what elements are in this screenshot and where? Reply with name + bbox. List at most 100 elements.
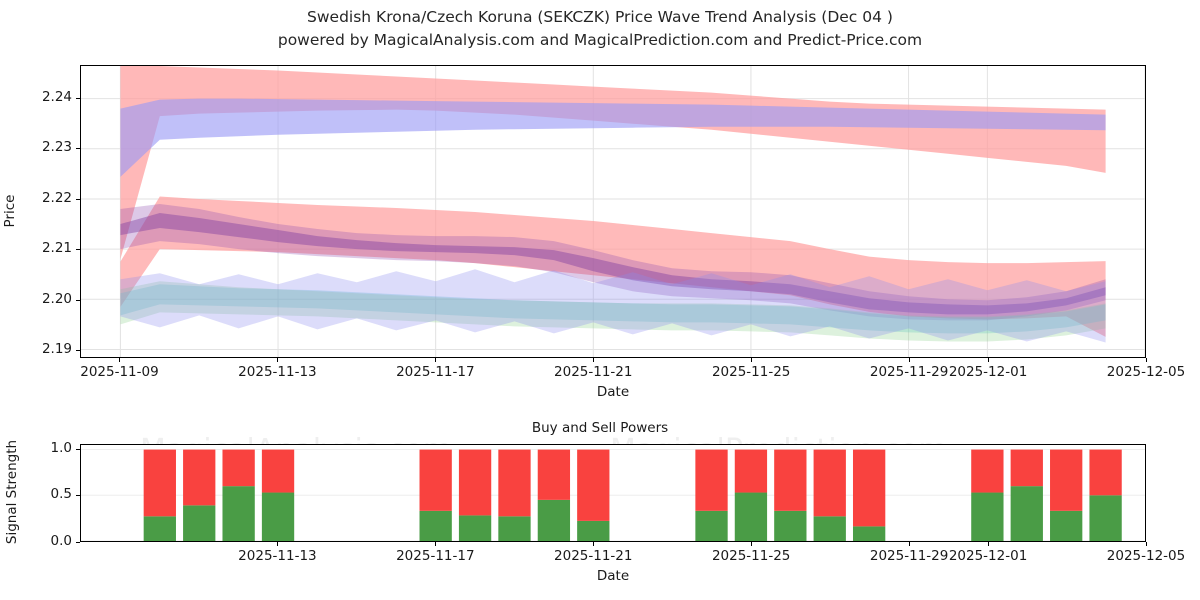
signal-bar[interactable]: [498, 449, 531, 541]
buy-power-segment[interactable]: [1050, 510, 1083, 541]
sell-power-segment[interactable]: [695, 449, 728, 511]
buy-power-segment[interactable]: [813, 516, 846, 541]
buy-power-segment[interactable]: [183, 505, 216, 541]
sell-power-segment[interactable]: [1010, 449, 1043, 487]
signal-x-tick-label: 2025-11-17: [396, 548, 475, 564]
sell-power-segment[interactable]: [458, 449, 492, 516]
signal-x-tick-label: 2025-12-01: [948, 548, 1028, 564]
price-x-axis-label: Date: [596, 384, 630, 400]
price-x-tick-label: 2025-11-29: [869, 364, 949, 380]
price-x-tick-mark: [751, 358, 753, 362]
price-x-tick-mark: [277, 358, 279, 362]
price-y-tick-label: 2.24: [41, 88, 72, 105]
signal-y-tick-mark: [76, 542, 80, 543]
signal-bar[interactable]: [695, 449, 728, 541]
signal-bar[interactable]: [419, 449, 452, 541]
buy-power-segment[interactable]: [222, 486, 255, 541]
buy-power-segment[interactable]: [1010, 486, 1043, 541]
signal-y-tick-label: 0.5: [50, 486, 72, 503]
price-wave-plot-area: [80, 65, 1146, 358]
buy-power-segment[interactable]: [498, 516, 531, 541]
buy-power-segment[interactable]: [734, 492, 768, 541]
signal-bar[interactable]: [1089, 449, 1122, 541]
buy-power-segment[interactable]: [971, 492, 1004, 541]
price-plot-clip: [81, 66, 1145, 357]
signal-y-tick-mark: [76, 495, 80, 497]
signal-bar[interactable]: [852, 449, 886, 541]
sell-power-segment[interactable]: [498, 449, 531, 517]
buy-power-segment[interactable]: [774, 510, 807, 541]
signal-x-tick-mark: [593, 542, 595, 546]
signal-bar[interactable]: [537, 449, 571, 541]
signal-x-tick-label: 2025-11-25: [711, 548, 791, 564]
price-x-tick-label: 2025-11-13: [238, 364, 317, 380]
price-x-tick-label: 2025-11-25: [711, 364, 791, 380]
signal-y-tick-label: 1.0: [50, 439, 72, 456]
sell-power-segment[interactable]: [183, 449, 216, 506]
signal-bar[interactable]: [577, 449, 610, 541]
signal-bar[interactable]: [261, 449, 295, 541]
signal-x-tick-mark: [988, 542, 990, 546]
price-y-tick-mark: [76, 249, 80, 251]
price-wave-bands: [81, 66, 1145, 357]
price-y-tick-mark: [76, 97, 80, 99]
sell-power-segment[interactable]: [971, 449, 1004, 493]
signal-x-tick-label: 2025-11-21: [554, 548, 633, 564]
sell-power-segment[interactable]: [813, 449, 846, 517]
signal-bar[interactable]: [458, 449, 492, 541]
signal-bar[interactable]: [774, 449, 807, 541]
buy-power-segment[interactable]: [537, 499, 571, 541]
sell-power-segment[interactable]: [852, 449, 886, 527]
price-y-tick-label: 2.21: [41, 240, 72, 257]
sell-power-segment[interactable]: [537, 449, 571, 500]
price-x-tick-mark: [988, 358, 990, 362]
price-y-tick-mark: [76, 299, 80, 301]
price-x-tick-mark: [435, 358, 437, 362]
buy-power-segment[interactable]: [852, 526, 886, 541]
signal-y-axis-label: Signal Strength: [4, 439, 20, 545]
buy-power-segment[interactable]: [577, 520, 610, 541]
price-y-tick-label: 2.22: [41, 189, 72, 206]
sell-power-segment[interactable]: [774, 449, 807, 511]
buy-power-segment[interactable]: [261, 492, 295, 541]
sell-power-segment[interactable]: [261, 449, 295, 493]
signal-bar[interactable]: [1010, 449, 1043, 541]
signal-x-tick-mark: [909, 542, 911, 546]
signal-bar[interactable]: [1050, 449, 1083, 541]
signal-bar[interactable]: [734, 449, 768, 541]
price-band-lower-green-band: [120, 281, 1106, 342]
signal-x-tick-label: 2025-12-05: [1106, 548, 1186, 564]
buy-power-segment[interactable]: [419, 510, 452, 541]
sell-power-segment[interactable]: [734, 449, 768, 493]
price-band-lower-blue-wave: [120, 269, 1106, 343]
sell-power-segment[interactable]: [1089, 449, 1122, 496]
price-band-core-trend-band: [120, 213, 1106, 315]
signal-gridlines: [81, 449, 1145, 541]
buy-power-segment[interactable]: [1089, 495, 1122, 541]
buy-power-segment[interactable]: [695, 510, 728, 541]
signal-plot-clip: [81, 445, 1145, 541]
price-band-mid-resistance-band: [120, 196, 1106, 337]
price-x-tick-label: 2025-12-01: [948, 364, 1028, 380]
signal-bar[interactable]: [971, 449, 1004, 541]
sell-power-segment[interactable]: [222, 449, 255, 487]
buy-sell-plot-area: [80, 444, 1146, 542]
signal-bar[interactable]: [813, 449, 846, 541]
sell-power-segment[interactable]: [577, 449, 610, 521]
sell-power-segment[interactable]: [1050, 449, 1083, 511]
price-x-tick-label: 2025-11-21: [554, 364, 633, 380]
price-y-tick-mark: [76, 198, 80, 200]
sell-power-segment[interactable]: [143, 449, 176, 517]
price-x-tick-label: 2025-12-05: [1106, 364, 1186, 380]
signal-x-tick-mark: [1146, 542, 1147, 546]
price-y-tick-mark: [76, 350, 80, 352]
signal-x-tick-label: 2025-11-29: [869, 548, 949, 564]
signal-bar[interactable]: [183, 449, 216, 541]
signal-bar[interactable]: [143, 449, 176, 541]
buy-power-segment[interactable]: [143, 516, 176, 541]
buy-sell-bars: [81, 449, 1145, 541]
buy-power-segment[interactable]: [458, 515, 492, 541]
sell-power-segment[interactable]: [419, 449, 452, 511]
signal-bar[interactable]: [222, 449, 255, 541]
price-y-tick-label: 2.20: [41, 290, 72, 307]
